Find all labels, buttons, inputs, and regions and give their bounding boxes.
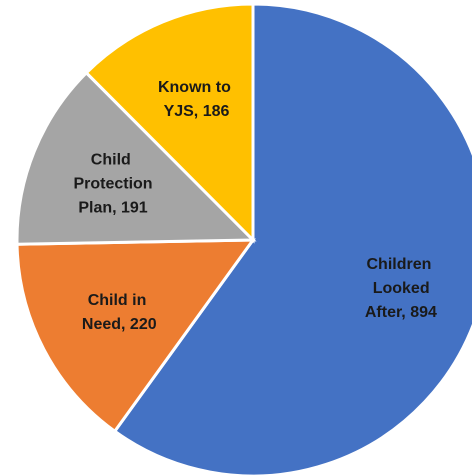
pie-slice [112,2,472,475]
slice-label: Child Protection Plan, 191 [69,151,153,216]
pie-slice [15,70,257,246]
pie-slice [15,238,256,434]
pie-slice [84,2,255,244]
slice-label: Children Looked After, 894 [361,256,437,321]
slice-label: Known to YJS, 186 [158,79,231,120]
slice-label: Child in Need, 220 [77,292,156,333]
